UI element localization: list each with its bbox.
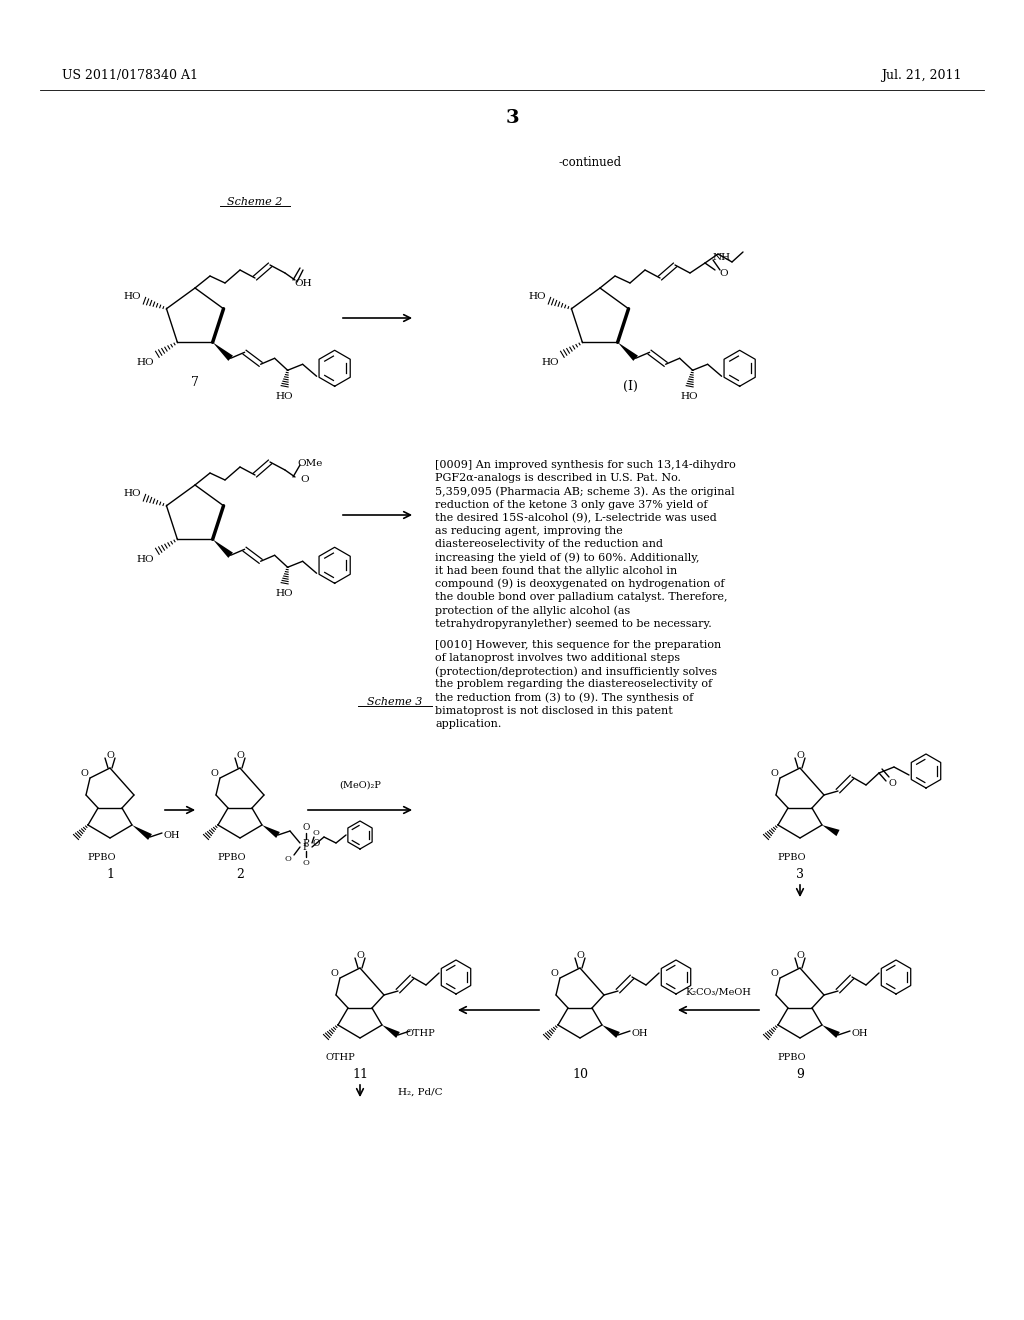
Text: 2: 2	[237, 869, 244, 882]
Text: HO: HO	[136, 554, 155, 564]
Text: HO: HO	[275, 589, 294, 598]
Text: as reducing agent, improving the: as reducing agent, improving the	[435, 525, 623, 536]
Text: HO: HO	[528, 292, 546, 301]
Text: NH: NH	[713, 253, 731, 263]
Text: PPBO: PPBO	[218, 854, 246, 862]
Text: [0009] An improved synthesis for such 13,14-dihydro: [0009] An improved synthesis for such 13…	[435, 459, 736, 470]
Text: application.: application.	[435, 719, 502, 729]
Text: 9: 9	[796, 1068, 804, 1081]
Polygon shape	[262, 825, 280, 838]
Text: Jul. 21, 2011: Jul. 21, 2011	[882, 70, 962, 82]
Polygon shape	[822, 825, 840, 836]
Text: the double bond over palladium catalyst. Therefore,: the double bond over palladium catalyst.…	[435, 591, 727, 602]
Text: Scheme 3: Scheme 3	[368, 697, 423, 708]
Text: OH: OH	[852, 1028, 868, 1038]
Text: O: O	[285, 855, 292, 863]
Text: O: O	[356, 950, 364, 960]
Polygon shape	[213, 342, 232, 360]
Text: the desired 15S-alcohol (9), L-selectride was used: the desired 15S-alcohol (9), L-selectrid…	[435, 512, 717, 523]
Text: compound (9) is deoxygenated on hydrogenation of: compound (9) is deoxygenated on hydrogen…	[435, 578, 725, 589]
Text: of latanoprost involves two additional steps: of latanoprost involves two additional s…	[435, 653, 680, 663]
Text: HO: HO	[124, 490, 141, 498]
Text: O: O	[330, 969, 338, 978]
Text: it had been found that the allylic alcohol in: it had been found that the allylic alcoh…	[435, 565, 677, 576]
Text: O: O	[770, 770, 778, 779]
Text: O: O	[312, 838, 319, 847]
Text: O: O	[888, 779, 896, 788]
Text: O: O	[237, 751, 244, 759]
Text: US 2011/0178340 A1: US 2011/0178340 A1	[62, 70, 198, 82]
Text: OH: OH	[294, 279, 312, 288]
Text: 7: 7	[191, 376, 199, 389]
Text: O: O	[106, 751, 114, 759]
Text: HO: HO	[681, 392, 698, 401]
Text: K₂CO₃/MeOH: K₂CO₃/MeOH	[685, 987, 751, 997]
Text: O: O	[720, 268, 728, 277]
Text: 1: 1	[106, 869, 114, 882]
Text: HO: HO	[124, 292, 141, 301]
Text: (I): (I)	[623, 380, 637, 392]
Text: the reduction from (3) to (9). The synthesis of: the reduction from (3) to (9). The synth…	[435, 693, 693, 704]
Text: OMe: OMe	[297, 458, 323, 467]
Polygon shape	[382, 1026, 399, 1038]
Text: increasing the yield of (9) to 60%. Additionally,: increasing the yield of (9) to 60%. Addi…	[435, 552, 699, 562]
Text: Scheme 2: Scheme 2	[227, 197, 283, 207]
Text: O: O	[796, 950, 804, 960]
Text: [0010] However, this sequence for the preparation: [0010] However, this sequence for the pr…	[435, 640, 721, 649]
Text: diastereoselectivity of the reduction and: diastereoselectivity of the reduction an…	[435, 539, 663, 549]
Text: O: O	[302, 859, 309, 867]
Text: 11: 11	[352, 1068, 368, 1081]
Text: 10: 10	[572, 1068, 588, 1081]
Text: 3: 3	[796, 869, 804, 882]
Text: H₂, Pd/C: H₂, Pd/C	[398, 1088, 442, 1097]
Text: HO: HO	[275, 392, 294, 401]
Text: P: P	[303, 842, 309, 851]
Text: O: O	[796, 751, 804, 759]
Text: tetrahydropyranylether) seemed to be necessary.: tetrahydropyranylether) seemed to be nec…	[435, 618, 712, 628]
Polygon shape	[602, 1026, 620, 1038]
Polygon shape	[132, 825, 152, 840]
Text: O: O	[577, 950, 584, 960]
Text: O: O	[550, 969, 558, 978]
Text: OTHP: OTHP	[406, 1028, 435, 1038]
Text: protection of the allylic alcohol (as: protection of the allylic alcohol (as	[435, 605, 630, 615]
Text: OH: OH	[164, 830, 180, 840]
Text: O: O	[210, 770, 218, 779]
Text: HO: HO	[542, 358, 559, 367]
Text: PPBO: PPBO	[88, 854, 117, 862]
Text: OH: OH	[632, 1028, 648, 1038]
Text: (protection/deprotection) and insufficiently solves: (protection/deprotection) and insufficie…	[435, 667, 717, 677]
Text: O: O	[312, 829, 319, 837]
Text: HO: HO	[136, 358, 155, 367]
Text: PGF2α-analogs is described in U.S. Pat. No.: PGF2α-analogs is described in U.S. Pat. …	[435, 473, 681, 483]
Text: 3: 3	[505, 110, 519, 127]
Text: 5,359,095 (Pharmacia AB; scheme 3). As the original: 5,359,095 (Pharmacia AB; scheme 3). As t…	[435, 486, 734, 496]
Text: -continued: -continued	[558, 157, 622, 169]
Text: PPBO: PPBO	[778, 854, 806, 862]
Text: O: O	[301, 475, 309, 484]
Polygon shape	[822, 1026, 840, 1038]
Text: bimatoprost is not disclosed in this patent: bimatoprost is not disclosed in this pat…	[435, 706, 673, 715]
Text: P: P	[303, 838, 309, 847]
Text: O: O	[80, 770, 88, 779]
Text: OTHP: OTHP	[326, 1053, 355, 1063]
Polygon shape	[213, 540, 232, 558]
Text: PPBO: PPBO	[778, 1053, 806, 1063]
Text: O: O	[770, 969, 778, 978]
Text: the problem regarding the diastereoselectivity of: the problem regarding the diastereoselec…	[435, 680, 712, 689]
Text: (MeO)₂P: (MeO)₂P	[339, 780, 381, 789]
Text: reduction of the ketone 3 only gave 37% yield of: reduction of the ketone 3 only gave 37% …	[435, 499, 708, 510]
Polygon shape	[617, 342, 638, 360]
Text: O: O	[302, 824, 309, 833]
